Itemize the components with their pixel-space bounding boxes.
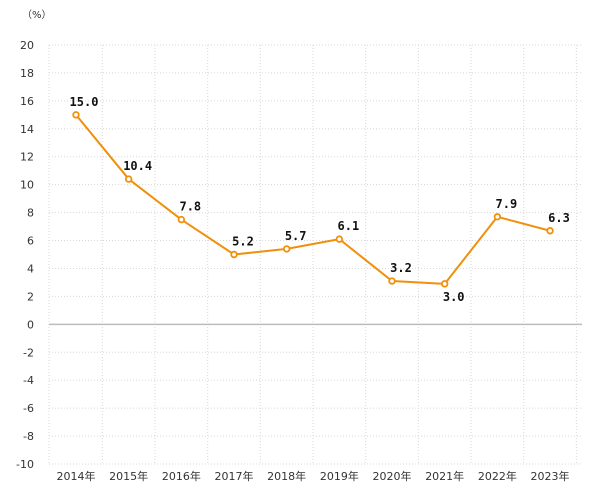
x-axis-tick-labels: 2014年 2015年 2016年 2017年 2018年 2019年 2020年 2021年…: [57, 469, 570, 483]
y-tick-label: 10: [20, 179, 34, 192]
x-tick-label: 2019年: [320, 469, 359, 483]
data-point: [440, 280, 449, 288]
data-label: 7.8: [179, 200, 201, 214]
data-point: [546, 227, 554, 235]
y-tick-label: 16: [20, 95, 34, 108]
y-axis-unit-label: （%）: [22, 9, 52, 21]
data-label: 3.0: [443, 290, 465, 304]
y-tick-label: 18: [20, 67, 34, 80]
data-point: [493, 213, 502, 221]
y-tick-label: 8: [27, 207, 34, 220]
data-point: [230, 250, 238, 259]
y-tick-label: 14: [20, 123, 34, 136]
data-label: 15.0: [70, 95, 99, 109]
y-tick-label: -2: [23, 346, 34, 359]
data-label: 5.7: [285, 229, 307, 243]
y-tick-label: 6: [27, 235, 34, 248]
x-tick-label: 2016年: [162, 469, 201, 483]
data-points: [72, 111, 554, 288]
x-tick-label: 2023年: [531, 469, 570, 483]
data-label: 5.2: [232, 235, 254, 249]
y-tick-label: 12: [20, 151, 34, 164]
y-tick-label: -4: [23, 374, 34, 387]
data-point: [388, 277, 396, 285]
x-tick-label: 2018年: [267, 469, 306, 483]
data-labels: 15.0 10.4 7.8 5.2 5.7 6.1 3.2 3.0 7.9 6.3: [70, 95, 570, 304]
data-point: [72, 111, 80, 119]
data-label: 6.3: [548, 211, 570, 225]
series-line: [75, 114, 551, 285]
data-point: [282, 245, 291, 253]
y-tick-label: 2: [27, 290, 34, 303]
y-tick-label: -6: [23, 402, 34, 415]
data-label: 3.2: [390, 261, 412, 275]
series-polyline: [75, 114, 551, 285]
data-point: [124, 175, 133, 183]
y-tick-label: -10: [16, 458, 34, 471]
data-point: [177, 215, 186, 224]
x-tick-label: 2017年: [215, 469, 254, 483]
y-tick-label: -8: [23, 430, 34, 443]
x-tick-label: 2021年: [425, 469, 464, 483]
data-label: 7.9: [496, 197, 518, 211]
x-tick-label: 2020年: [373, 469, 412, 483]
grid-lines: [48, 44, 582, 465]
x-tick-label: 2014年: [57, 469, 96, 483]
data-point: [335, 235, 344, 243]
y-tick-label: 0: [27, 318, 34, 331]
data-label: 6.1: [338, 219, 360, 233]
y-tick-label: 4: [27, 262, 34, 275]
x-tick-label: 2022年: [478, 469, 517, 483]
data-label: 10.4: [123, 159, 152, 173]
x-tick-label: 2015年: [109, 469, 148, 483]
y-tick-label: 20: [20, 39, 34, 52]
